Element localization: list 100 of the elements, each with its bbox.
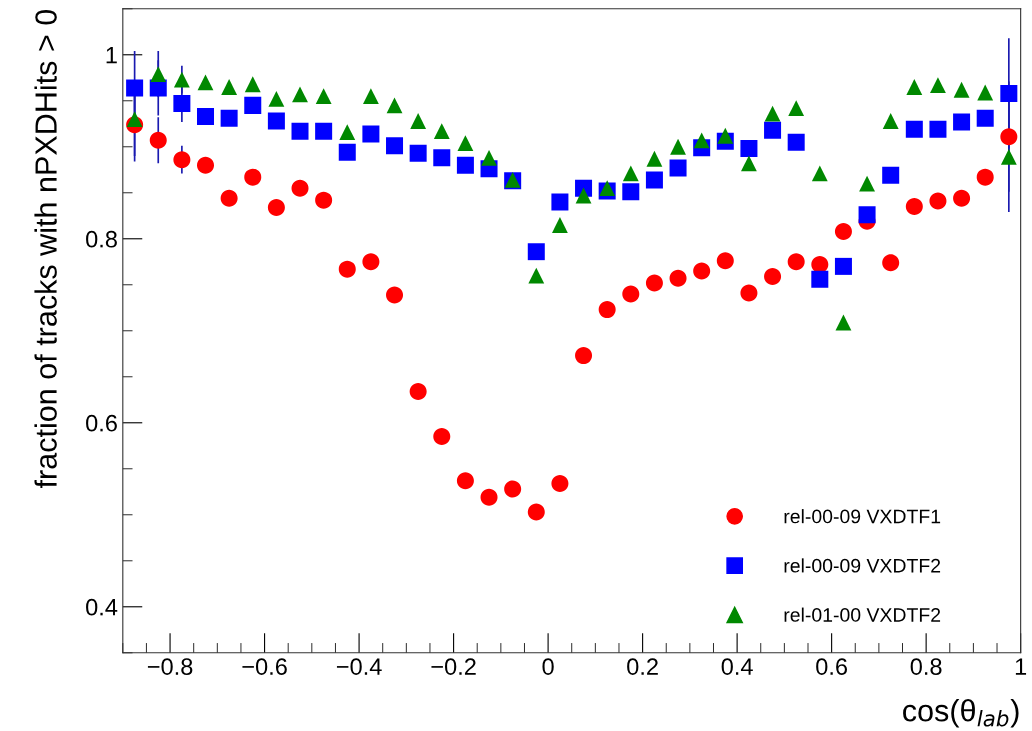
point [267, 198, 285, 216]
point [929, 192, 947, 210]
point [197, 74, 214, 91]
point [740, 284, 758, 302]
point [386, 286, 404, 304]
point [905, 198, 923, 216]
x-tick-label: 0.6 [816, 658, 847, 675]
point [480, 488, 498, 506]
point [126, 111, 143, 128]
point [173, 151, 191, 169]
point [835, 314, 852, 331]
point [173, 71, 190, 88]
point [858, 206, 876, 224]
x-tick-label: 0.8 [910, 658, 942, 675]
point [481, 149, 497, 166]
point [669, 159, 687, 177]
point [197, 107, 215, 125]
point [315, 122, 333, 140]
x-tick-label: 0.4 [721, 658, 753, 675]
point [740, 140, 758, 158]
point [882, 254, 900, 272]
point [669, 269, 687, 287]
x-tick-label: 0.2 [627, 658, 658, 675]
point [811, 165, 828, 182]
point [788, 100, 805, 117]
point [882, 166, 900, 184]
y-tick-label: 0.4 [86, 598, 118, 616]
point [292, 86, 308, 103]
point [315, 88, 332, 105]
point [953, 81, 970, 98]
point [527, 503, 545, 521]
point [362, 125, 380, 143]
point [976, 168, 994, 186]
point [741, 155, 757, 172]
point [645, 171, 663, 189]
point [126, 79, 144, 97]
point [1000, 148, 1017, 165]
y-tick-label: 0.8 [86, 230, 117, 248]
point [552, 217, 568, 233]
point [834, 222, 852, 240]
point [362, 253, 380, 271]
legend-label: rel-00-09 VXDTF2 [784, 558, 941, 573]
point [527, 243, 545, 261]
x-tick-label: −0.2 [431, 658, 476, 675]
point [976, 109, 994, 127]
point [693, 132, 710, 149]
point [244, 96, 262, 114]
point [598, 301, 616, 319]
point [338, 260, 356, 278]
point [410, 113, 427, 129]
x-tick-label: −0.8 [147, 658, 193, 675]
point [221, 79, 238, 95]
point [646, 150, 663, 167]
point [173, 95, 191, 113]
point [834, 257, 852, 275]
point [433, 149, 451, 167]
point [1000, 84, 1018, 102]
x-tick-label: 0 [542, 658, 554, 675]
point [953, 113, 971, 131]
x-axis-title: cos(θ$_{lab}$) [903, 699, 1019, 728]
point [386, 137, 404, 155]
point [220, 109, 238, 127]
point [882, 113, 899, 129]
point [787, 253, 805, 271]
point [1000, 128, 1018, 146]
point [929, 120, 947, 138]
point [645, 274, 663, 292]
point [456, 472, 474, 490]
point [456, 156, 474, 174]
point [764, 121, 782, 139]
point [859, 175, 875, 192]
point [930, 77, 946, 94]
point [693, 262, 711, 280]
point [575, 347, 593, 365]
point [811, 270, 829, 288]
y-tick-label: 0.6 [86, 414, 117, 432]
point [787, 133, 805, 151]
point [338, 143, 356, 161]
point [551, 193, 569, 211]
point [717, 127, 734, 144]
point [315, 191, 333, 209]
point [291, 179, 309, 197]
legend-label: rel-00-09 VXDTF1 [784, 509, 941, 524]
point [905, 120, 923, 138]
point [670, 138, 686, 155]
point [433, 123, 450, 140]
legend-label: rel-01-00 VXDTF2 [784, 607, 941, 622]
point [977, 84, 994, 101]
point [622, 285, 640, 303]
x-tick-label: −0.4 [336, 658, 382, 675]
point [528, 267, 545, 284]
point [197, 156, 215, 174]
point [433, 428, 451, 446]
x-tick-label: 1 [1015, 658, 1027, 675]
point [906, 79, 923, 95]
point [622, 165, 639, 182]
point [244, 168, 262, 186]
point [764, 105, 781, 122]
x-tick-label: −0.6 [242, 658, 287, 675]
point [716, 252, 734, 270]
